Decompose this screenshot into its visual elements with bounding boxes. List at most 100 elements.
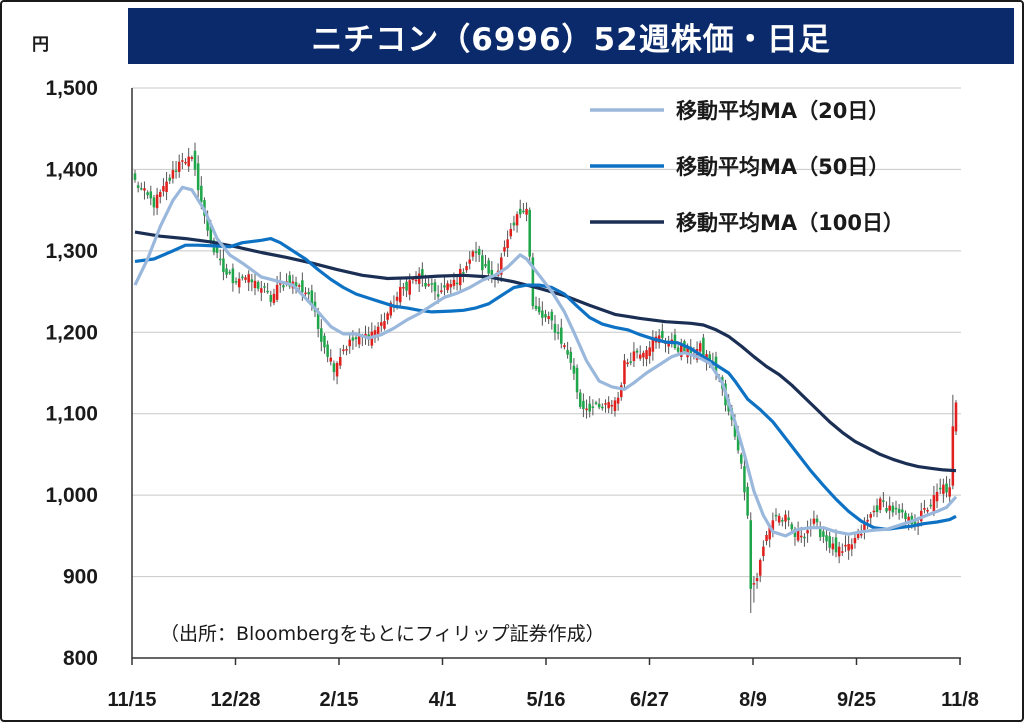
candle-body [604,403,607,405]
candle-body [149,191,153,199]
candle-body [686,345,689,358]
candle-body [869,514,873,518]
candle-body [436,294,440,297]
candle-body [146,192,149,196]
candle-body [266,290,269,293]
candle-body [642,352,645,358]
candle-body [316,312,320,330]
candle-body [177,161,181,172]
y-tick-label: 1,500 [45,77,98,100]
candle-body [582,400,585,410]
candle-body [866,519,869,522]
candle-body [904,512,907,520]
candle-body [853,537,857,544]
candle-body [408,280,411,295]
ma20-line [133,185,958,538]
candle-body [860,533,863,536]
candle-body [193,150,197,170]
candle-body [812,518,816,524]
candle-body [803,536,806,539]
ma50-legend-label: 移動平均MA（50日） [676,155,889,179]
candle-body [244,277,247,280]
candle-body [834,537,838,553]
candle-body [503,247,506,252]
candle-body [272,293,276,303]
candle-body [645,350,648,360]
candle-body [702,337,705,356]
candle-body [623,360,626,385]
candle-body [882,500,885,502]
y-axis-unit-label: 円 [32,35,49,55]
candle-body [818,527,822,538]
candle-body [430,283,434,285]
y-tick-label: 800 [63,647,98,670]
x-tick-label: 4/1 [429,689,457,711]
x-tick-label: 8/9 [739,689,767,711]
x-tick-label: 11/8 [941,689,979,711]
candle-body [689,346,693,356]
candle-body [629,361,633,363]
candle-body [490,269,494,277]
candle-body [443,285,446,288]
candle-body [500,257,503,275]
candle-body [376,326,380,336]
candle-body [424,282,427,287]
candle-body [856,531,860,538]
candle-body [781,520,784,522]
y-tick-label: 900 [63,566,98,589]
candle-body [626,362,629,365]
y-tick-label: 1,200 [45,321,98,344]
candle-body [468,259,471,264]
grid-lines [132,87,961,578]
candle-body [847,544,850,551]
candle-body [338,357,342,366]
ma100-line [134,230,957,473]
candle-body [253,280,257,288]
moving-average-lines [133,185,958,538]
candle-body [140,188,143,190]
candle-body [891,505,895,513]
candle-body [421,269,424,279]
candle-body [433,282,437,292]
candle-body [383,321,386,329]
candle-body [787,517,790,521]
candle-body [932,495,936,512]
candle-body [793,528,797,537]
x-tick-label: 6/27 [630,689,669,711]
candle-body [544,314,547,318]
candle-body [452,279,456,286]
candle-body [398,286,402,303]
candle-body [354,337,358,340]
candle-body [345,349,348,351]
ma50-line [134,237,957,531]
candle-body [506,239,509,249]
candle-body [395,296,399,301]
candle-body [541,310,544,318]
candle-body [326,344,329,357]
axis-lines [131,88,961,659]
candle-body [901,509,904,513]
candle-body [531,257,535,307]
candle-body [528,209,531,257]
candle-body [184,161,187,164]
candle-body [784,514,787,522]
candle-body [708,354,711,364]
candle-body [800,535,803,538]
candle-body [610,404,614,407]
candle-body [648,347,651,356]
candle-body [165,181,168,192]
candle-body [288,275,291,287]
ma20-legend-label: 移動平均MA（20日） [676,99,889,123]
candle-body [380,322,383,326]
candle-body [547,316,550,319]
candle-body [875,505,879,513]
candle-body [196,163,200,191]
candle-body [736,434,740,451]
candle-body [667,342,670,347]
candle-body [247,274,250,283]
candle-body [755,578,759,582]
candle-body [863,523,866,533]
candle-body [171,170,175,179]
candle-body [585,408,588,411]
